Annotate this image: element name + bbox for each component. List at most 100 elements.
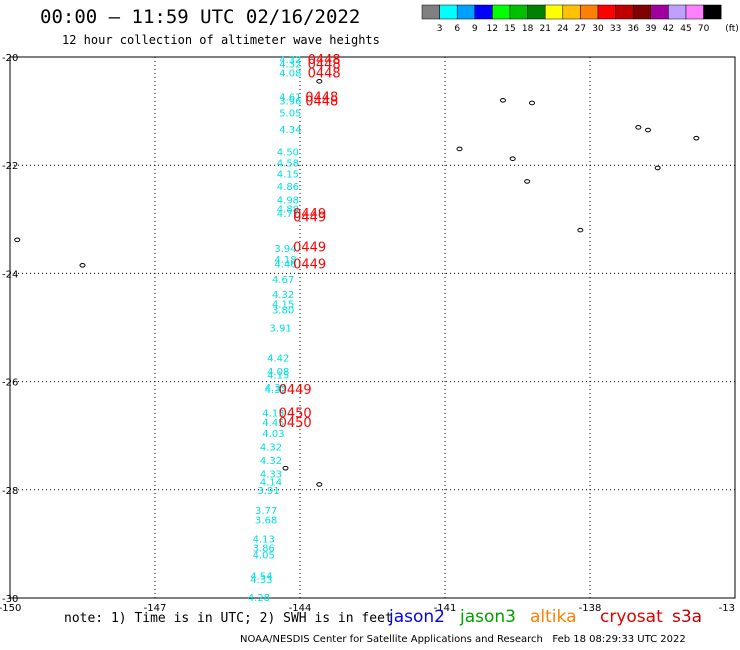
wave-height-label: 3.77 [255,506,277,517]
wave-height-label: 4.13 [253,534,275,545]
wave-height-label: 4.58 [277,158,299,169]
legend-label: 70 [698,24,710,34]
island-outline [282,465,289,471]
time-label: 0450 [279,416,312,431]
satellite-altika: altika [530,607,577,627]
legend-label: 24 [557,24,569,34]
island-outline [316,79,323,84]
legend-label: 18 [522,24,534,34]
y-tick-label: -24 [2,269,18,280]
y-tick-label: -28 [2,486,18,497]
chart-title: 00:00 – 11:59 UTC 02/16/2022 [40,6,361,28]
y-tick-label: -20 [2,53,18,64]
wave-height-label: 4.08 [279,69,301,80]
legend-label: 15 [504,24,515,34]
legend-label: 30 [592,24,604,34]
wave-height-label: 3.96 [279,96,301,107]
island-outline [500,97,506,103]
wave-height-label: 4.03 [262,429,284,440]
island-outline [79,262,86,268]
time-label: 0449 [293,207,326,222]
time-label: 0449 [293,258,326,273]
wave-height-label: 4.05 [253,551,275,562]
plot-frame [9,56,736,599]
wave-height-label: 4.86 [277,182,299,193]
wave-height-label: 4.13 [262,408,284,419]
legend-label: 12 [487,24,498,34]
satellite-cryosat: cryosat [600,607,663,627]
wave-height-label: 5.05 [279,109,301,120]
wave-height-label: 4.32 [265,385,287,396]
wave-height-label: 3.68 [255,516,277,527]
legend-label: 42 [663,24,674,34]
time-label: 0448 [308,67,341,82]
legend-label: 36 [627,24,639,34]
satellite-s3a: s3a [672,607,703,627]
wave-height-label: 3.86 [253,544,275,555]
legend-label: 21 [539,24,550,34]
x-tick-label: -138 [579,603,602,614]
wave-height-label: 4.67 [272,275,294,286]
y-tick-label: -22 [2,161,18,172]
wave-height-label: 4.98 [277,195,299,206]
legend-label: 3 [437,24,443,34]
legend-label: 9 [472,24,478,34]
wave-height-label: 4.08 [267,367,289,378]
wave-height-label: 4.15 [277,169,299,180]
legend-label: 39 [645,24,657,34]
island-outline [645,127,651,133]
wave-height-label: 3.94 [274,244,296,255]
time-label: 0449 [279,383,312,398]
time-label: 0448 [305,94,338,109]
wave-height-label: 3.91 [270,324,292,335]
wave-height-label: 4.32 [279,59,301,70]
map-plot: -150 -147 -144 -141 -138 -13 -20 -22 -24 -26 -28 -3… [0,53,736,614]
wave-height-label: 4.18 [274,255,296,266]
legend-label: 33 [610,24,621,34]
y-tick-label: -30 [2,594,18,605]
x-tick-label: -150 [0,603,21,614]
color-legend: 3 6 9 12 15 18 21 24 27 30 33 36 39 42 45 70 (ft) [421,4,739,34]
legend-label: 45 [680,24,691,34]
x-tick-label: -144 [289,603,312,614]
legend-label: 6 [454,24,460,34]
wave-height-label: 4.39 [265,383,287,394]
wave-height-label: 4.32 [260,443,282,454]
island-outline [316,482,323,487]
time-label: 0448 [308,53,341,68]
time-label: 0448 [308,57,341,72]
wave-height-label: 4.33 [260,470,282,481]
wave-height-label: 4.14 [260,478,282,489]
legend-unit: (ft) [725,24,739,34]
wave-height-label: 4.15 [272,300,294,311]
island-outline [529,100,535,106]
footer-note: note: 1) Time is in UTC; 2) SWH is in fe… [64,611,393,626]
time-label: 0449 [293,211,326,226]
satellite-jason3: jason3 [460,607,516,627]
x-tick-label: -13 [719,603,735,614]
island-outline [509,156,516,162]
wave-height-label: 4.28 [248,593,270,604]
wave-height-label: 4.15 [267,371,289,382]
time-label: 0450 [279,406,312,421]
y-tick-label: -26 [2,378,18,389]
island-outline [456,146,463,152]
wave-height-label: 4.33 [250,575,272,586]
wave-height-label: 4.50 [277,148,299,159]
wave-height-label: 3.80 [272,306,294,317]
time-label: 0448 [305,90,338,105]
wave-height-label: 4.45 [262,418,284,429]
wave-height-label: 4.42 [267,353,289,364]
x-tick-label: -147 [144,603,167,614]
island-outline [635,125,642,130]
wave-height-label: 4.46 [274,260,296,271]
wave-height-label: 4.32 [279,55,301,66]
chart-subtitle: 12 hour collection of altimeter wave hei… [62,33,380,47]
island-outline [577,227,584,233]
wave-height-label: 4.34 [279,125,301,136]
wave-height-label: 4.32 [272,290,294,301]
island-outline [654,165,661,171]
wave-height-label: 4.54 [250,571,272,582]
x-tick-label: -141 [434,603,457,614]
footer-credit: NOAA/NESDIS Center for Satellite Applica… [240,634,686,645]
